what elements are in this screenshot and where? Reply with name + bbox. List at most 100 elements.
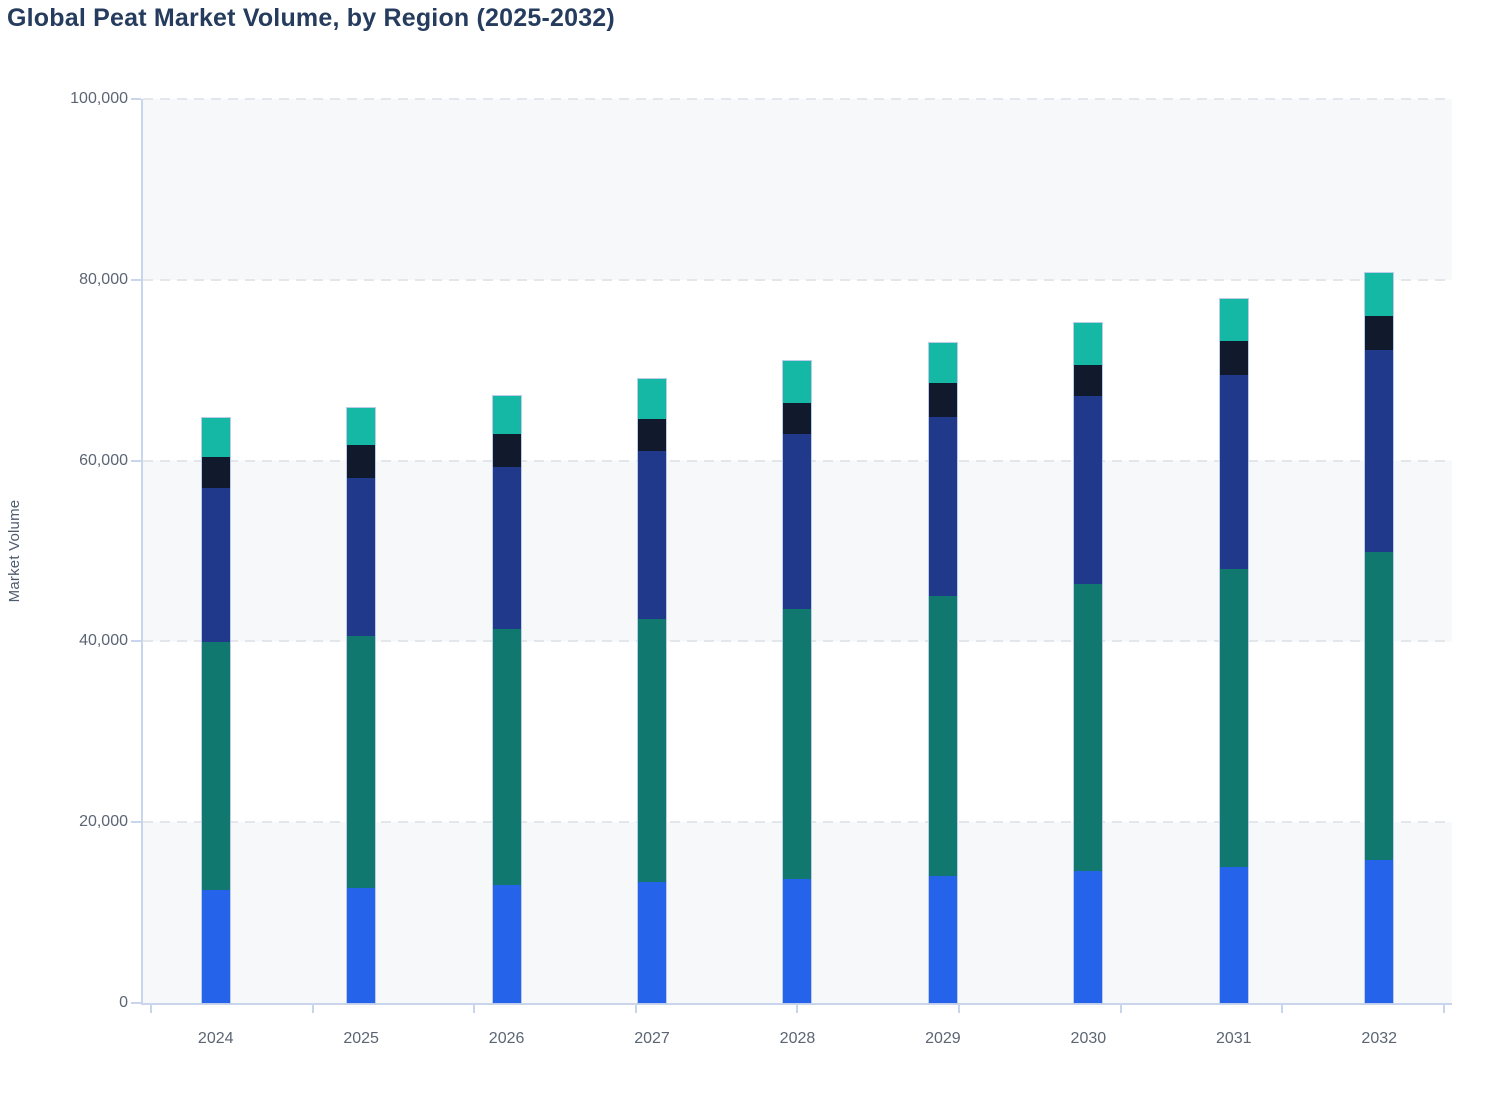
bar-segment-2025-segment-4-darkest-navy[interactable] xyxy=(347,445,376,478)
bar-cell-2025 xyxy=(288,99,433,1013)
x-axis-tick xyxy=(634,1005,637,1013)
bar-segment-2026-segment-4-darkest-navy[interactable] xyxy=(492,434,521,467)
x-axis-tick-labels: 2024 2025 2026 2027 2028 2029 2030 2031 2032 xyxy=(143,1024,1452,1054)
bar-segment-2031-segment-5-turquoise[interactable] xyxy=(1219,298,1248,342)
stacked-bar-2026[interactable] xyxy=(492,395,521,1003)
bar-segment-2024-segment-2-dark-teal-green[interactable] xyxy=(201,642,230,891)
bar-segment-2026-segment-3-navy-blue[interactable] xyxy=(492,466,521,629)
y-axis-line xyxy=(141,99,143,1003)
bar-cell-2032 xyxy=(1307,99,1452,1013)
bar-cell-2029 xyxy=(870,99,1015,1013)
bar-segment-2026-segment-1-bright-blue[interactable] xyxy=(492,885,521,1003)
y-axis-tick xyxy=(131,640,141,643)
x-tick-label-2026: 2026 xyxy=(488,1030,525,1047)
bar-segment-2030-segment-2-dark-teal-green[interactable] xyxy=(1074,584,1103,872)
bar-segment-2030-segment-3-navy-blue[interactable] xyxy=(1074,396,1103,585)
x-axis-tick xyxy=(311,1005,314,1013)
bar-segment-2029-segment-1-bright-blue[interactable] xyxy=(928,875,957,1003)
bar-segment-2032-segment-2-dark-teal-green[interactable] xyxy=(1365,551,1394,861)
y-axis-tick xyxy=(131,278,141,281)
bar-segment-2028-segment-3-navy-blue[interactable] xyxy=(783,434,812,609)
bar-segment-2027-segment-5-turquoise[interactable] xyxy=(638,379,667,420)
bar-segment-2030-segment-4-darkest-navy[interactable] xyxy=(1074,364,1103,397)
bar-segment-2031-segment-4-darkest-navy[interactable] xyxy=(1219,341,1248,375)
bar-segment-2026-segment-2-dark-teal-green[interactable] xyxy=(492,628,521,886)
y-axis-tick xyxy=(131,98,141,100)
bar-segment-2029-segment-3-navy-blue[interactable] xyxy=(928,417,957,597)
bar-segment-2025-segment-2-dark-teal-green[interactable] xyxy=(347,636,376,889)
x-tick-label-2032: 2032 xyxy=(1361,1030,1398,1047)
bar-segment-2024-segment-3-navy-blue[interactable] xyxy=(201,487,230,643)
bar-segment-2030-segment-1-bright-blue[interactable] xyxy=(1074,871,1103,1003)
stacked-bar-2031[interactable] xyxy=(1219,298,1248,1003)
stacked-bar-2024[interactable] xyxy=(201,418,230,1003)
bar-segment-2032-segment-4-darkest-navy[interactable] xyxy=(1365,316,1394,351)
bar-segment-2027-segment-4-darkest-navy[interactable] xyxy=(638,419,667,451)
x-axis-tick xyxy=(1442,1005,1445,1013)
bar-segment-2024-segment-1-bright-blue[interactable] xyxy=(201,890,230,1003)
x-axis-tick xyxy=(473,1005,476,1013)
stacked-bar-2029[interactable] xyxy=(928,343,957,1003)
x-tick-label-2028: 2028 xyxy=(779,1030,816,1047)
bar-segment-2027-segment-2-dark-teal-green[interactable] xyxy=(638,618,667,882)
bar-segment-2030-segment-5-turquoise[interactable] xyxy=(1074,323,1103,365)
bar-segment-2028-segment-5-turquoise[interactable] xyxy=(783,361,812,403)
bar-segment-2028-segment-2-dark-teal-green[interactable] xyxy=(783,608,812,880)
plot-area xyxy=(131,98,1452,1013)
y-axis-tick xyxy=(131,1002,141,1004)
bar-segment-2031-segment-1-bright-blue[interactable] xyxy=(1219,866,1248,1003)
bar-segment-2032-segment-5-turquoise[interactable] xyxy=(1365,272,1394,316)
stacked-bar-2027[interactable] xyxy=(638,379,667,1003)
bar-cell-2026 xyxy=(434,99,579,1013)
bar-segment-2027-segment-1-bright-blue[interactable] xyxy=(638,881,667,1003)
bar-segment-2031-segment-2-dark-teal-green[interactable] xyxy=(1219,569,1248,867)
bar-segment-2029-segment-2-dark-teal-green[interactable] xyxy=(928,596,957,876)
bar-segment-2031-segment-3-navy-blue[interactable] xyxy=(1219,374,1248,570)
y-axis-tick xyxy=(131,459,141,462)
bar-segment-2032-segment-1-bright-blue[interactable] xyxy=(1365,860,1394,1003)
bar-segment-2025-segment-1-bright-blue[interactable] xyxy=(347,888,376,1003)
y-tick-label: 0 xyxy=(119,994,128,1011)
bar-cell-2027 xyxy=(579,99,724,1013)
x-tick-label-2024: 2024 xyxy=(197,1030,234,1047)
bar-segment-2024-segment-5-turquoise[interactable] xyxy=(201,418,230,458)
y-tick-label: 20,000 xyxy=(79,813,128,831)
x-tick-label-2029: 2029 xyxy=(925,1030,961,1047)
x-axis-tick xyxy=(1281,1005,1284,1013)
x-axis-line xyxy=(141,1003,1452,1005)
bar-segment-2032-segment-3-navy-blue[interactable] xyxy=(1365,350,1394,552)
bar-cell-2024 xyxy=(143,99,288,1013)
stacked-bar-2025[interactable] xyxy=(347,408,376,1003)
bar-cell-2028 xyxy=(725,99,870,1013)
stacked-bar-2030[interactable] xyxy=(1074,323,1103,1003)
stacked-bar-2032[interactable] xyxy=(1365,272,1394,1003)
x-tick-label-2027: 2027 xyxy=(634,1030,670,1047)
bar-segment-2024-segment-4-darkest-navy[interactable] xyxy=(201,457,230,488)
x-tick-label-2031: 2031 xyxy=(1215,1030,1252,1047)
bar-segment-2025-segment-5-turquoise[interactable] xyxy=(347,408,376,446)
bars-layer xyxy=(143,99,1452,1013)
bar-cell-2031 xyxy=(1161,99,1306,1013)
gridline-80,000 xyxy=(143,278,1452,281)
chart-title: Global Peat Market Volume, by Region (20… xyxy=(7,4,615,32)
bar-cell-2030 xyxy=(1016,99,1161,1013)
x-tick-label-2030: 2030 xyxy=(1070,1030,1107,1047)
x-tick-label-2025: 2025 xyxy=(343,1030,379,1047)
bar-segment-2026-segment-5-turquoise[interactable] xyxy=(492,395,521,435)
y-axis-tick xyxy=(131,821,141,824)
bar-segment-2028-segment-1-bright-blue[interactable] xyxy=(783,879,812,1003)
bar-segment-2029-segment-4-darkest-navy[interactable] xyxy=(928,382,957,418)
x-axis-tick xyxy=(150,1005,153,1013)
bar-segment-2025-segment-3-navy-blue[interactable] xyxy=(347,477,376,636)
bar-segment-2028-segment-4-darkest-navy[interactable] xyxy=(783,402,812,435)
bar-segment-2029-segment-5-turquoise[interactable] xyxy=(928,343,957,383)
stacked-bar-2028[interactable] xyxy=(783,361,812,1003)
x-axis-tick xyxy=(958,1005,961,1013)
y-tick-label: 40,000 xyxy=(79,632,128,650)
x-axis-tick xyxy=(796,1005,799,1013)
bar-segment-2027-segment-3-navy-blue[interactable] xyxy=(638,450,667,619)
y-tick-label: 80,000 xyxy=(79,270,128,288)
x-axis-tick xyxy=(1119,1005,1122,1013)
y-tick-label: 60,000 xyxy=(79,451,128,469)
